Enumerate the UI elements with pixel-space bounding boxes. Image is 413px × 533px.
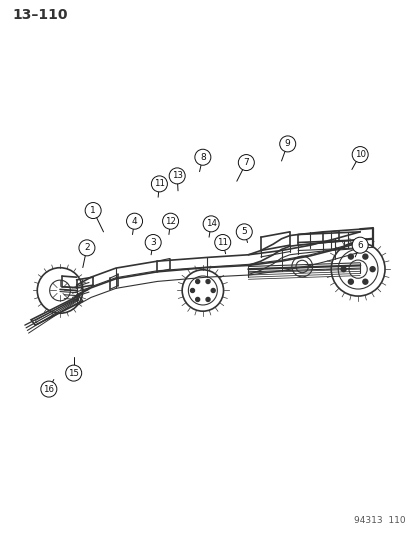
Circle shape <box>195 279 199 284</box>
Text: 10: 10 <box>354 150 365 159</box>
Text: 8: 8 <box>199 153 205 161</box>
Text: 11: 11 <box>154 180 164 188</box>
Circle shape <box>238 155 254 171</box>
Text: 14: 14 <box>205 220 216 228</box>
Circle shape <box>347 279 353 284</box>
Circle shape <box>41 381 57 397</box>
Text: 9: 9 <box>284 140 290 148</box>
Text: 7: 7 <box>243 158 249 167</box>
Circle shape <box>206 279 209 284</box>
Text: 1: 1 <box>90 206 96 215</box>
Circle shape <box>151 176 167 192</box>
Circle shape <box>79 240 95 256</box>
Circle shape <box>195 149 210 165</box>
Text: 94313  110: 94313 110 <box>354 516 405 525</box>
Circle shape <box>369 266 374 272</box>
Circle shape <box>145 235 161 251</box>
Circle shape <box>169 168 185 184</box>
Text: 2: 2 <box>84 244 90 252</box>
Circle shape <box>195 297 199 302</box>
Circle shape <box>85 203 101 219</box>
Text: 13: 13 <box>171 172 182 180</box>
Text: 12: 12 <box>165 217 176 225</box>
Text: 15: 15 <box>68 369 79 377</box>
Circle shape <box>340 266 345 272</box>
Circle shape <box>211 288 215 293</box>
Circle shape <box>126 213 142 229</box>
Circle shape <box>351 237 367 253</box>
Text: 13–110: 13–110 <box>12 8 67 22</box>
Circle shape <box>162 213 178 229</box>
Circle shape <box>203 216 218 232</box>
Text: 6: 6 <box>356 241 362 249</box>
Circle shape <box>347 254 353 259</box>
Circle shape <box>236 224 252 240</box>
Text: 4: 4 <box>131 217 137 225</box>
Circle shape <box>279 136 295 152</box>
Text: 3: 3 <box>150 238 156 247</box>
Text: 11: 11 <box>217 238 228 247</box>
Circle shape <box>362 254 367 259</box>
Text: 16: 16 <box>43 385 54 393</box>
Circle shape <box>214 235 230 251</box>
Circle shape <box>190 288 194 293</box>
Circle shape <box>66 365 81 381</box>
Circle shape <box>206 297 209 302</box>
Circle shape <box>362 279 367 284</box>
Circle shape <box>351 147 367 163</box>
Text: 5: 5 <box>241 228 247 236</box>
